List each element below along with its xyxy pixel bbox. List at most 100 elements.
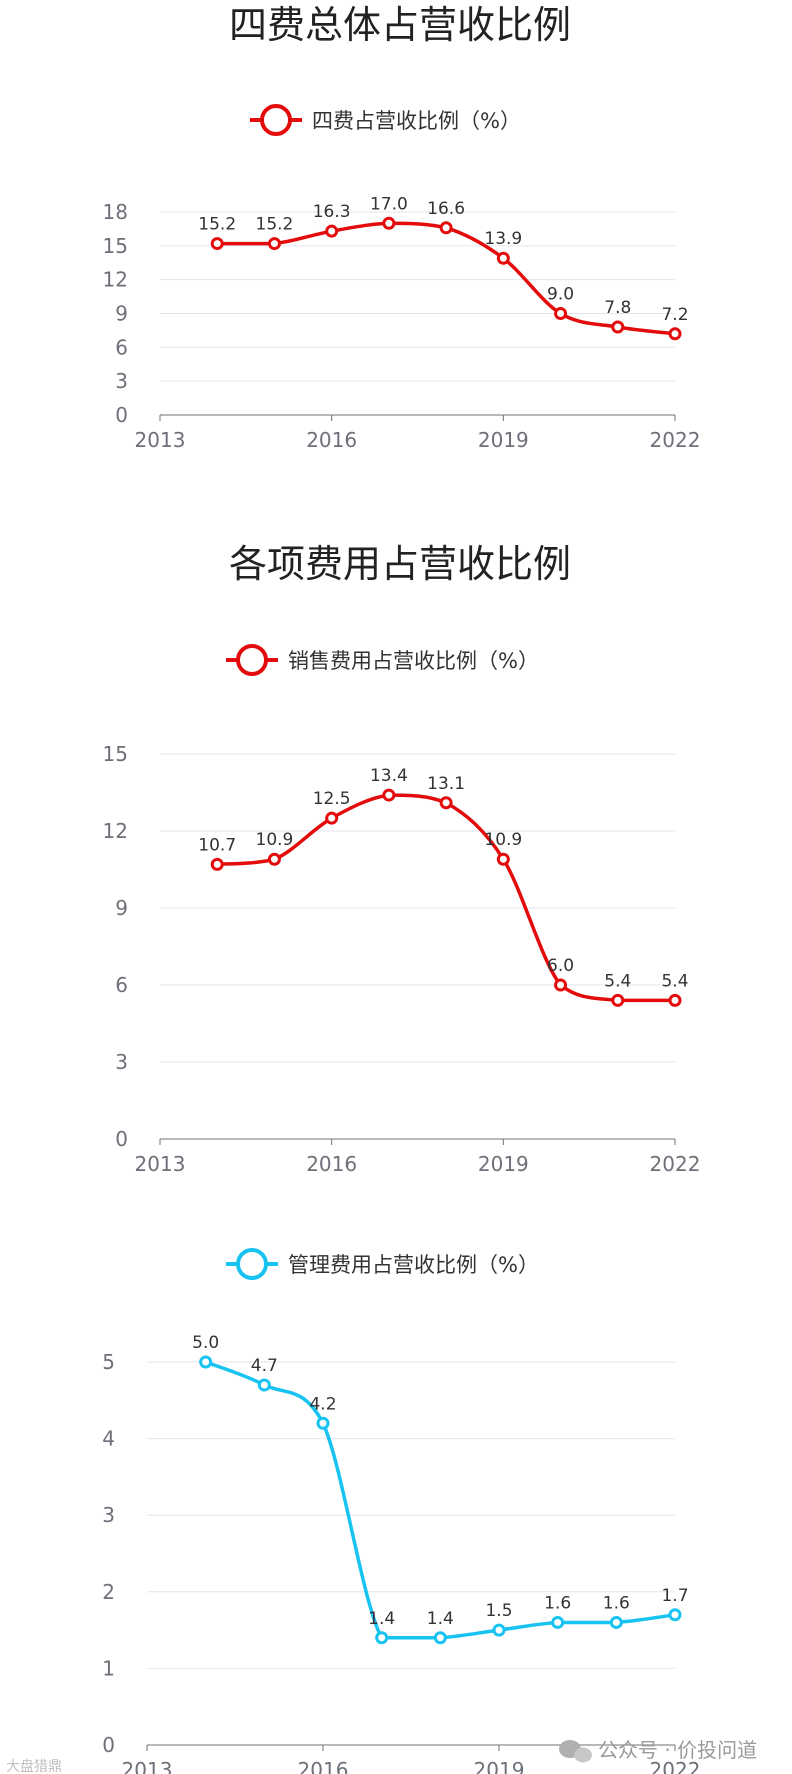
legend-label: 管理费用占营收比例（%） bbox=[288, 1253, 539, 1277]
data-label: 10.9 bbox=[256, 830, 294, 850]
data-label: 5.4 bbox=[604, 971, 631, 991]
y-tick-label: 5 bbox=[102, 1350, 115, 1374]
data-label: 1.6 bbox=[603, 1593, 630, 1613]
data-label: 15.2 bbox=[256, 215, 294, 235]
data-label: 10.7 bbox=[198, 835, 236, 855]
x-tick-label: 2016 bbox=[306, 428, 357, 452]
y-tick-label: 0 bbox=[115, 1127, 128, 1151]
y-tick-label: 3 bbox=[115, 369, 128, 393]
x-tick-label: 2013 bbox=[122, 1758, 173, 1774]
y-tick-label: 1 bbox=[102, 1656, 115, 1680]
x-tick-label: 2022 bbox=[650, 1758, 701, 1774]
y-tick-label: 12 bbox=[103, 268, 128, 292]
data-label: 13.9 bbox=[484, 229, 522, 249]
data-label: 6.0 bbox=[547, 956, 574, 976]
chart-four-fees: 四费总体占营收比例 四费占营收比例（%） 0 3 6 9 12 15 18 2013 2016 2… bbox=[103, 3, 701, 452]
data-point[interactable] bbox=[199, 1355, 213, 1369]
y-tick-label: 6 bbox=[115, 973, 128, 997]
y-tick-label: 2 bbox=[102, 1580, 115, 1604]
data-point[interactable] bbox=[609, 1615, 623, 1629]
data-label: 4.7 bbox=[251, 1356, 278, 1376]
x-tick-label: 2016 bbox=[298, 1758, 349, 1774]
data-label: 7.2 bbox=[661, 305, 688, 325]
data-point[interactable] bbox=[668, 993, 682, 1007]
x-tick-label: 2013 bbox=[135, 428, 186, 452]
y-tick-label: 0 bbox=[102, 1733, 115, 1757]
data-point[interactable] bbox=[492, 1623, 506, 1637]
data-point[interactable] bbox=[439, 796, 453, 810]
wechat-icon bbox=[559, 1740, 592, 1763]
data-point[interactable] bbox=[554, 978, 568, 992]
x-tick-label: 2019 bbox=[478, 1152, 529, 1176]
chart-sales-fee: 各项费用占营收比例 销售费用占营收比例（%） 0 3 6 9 12 15 2013 2016 2… bbox=[103, 542, 701, 1176]
data-point[interactable] bbox=[668, 327, 682, 341]
legend[interactable]: 管理费用占营收比例（%） bbox=[226, 1248, 539, 1280]
y-tick-label: 9 bbox=[115, 896, 128, 920]
data-label: 1.7 bbox=[661, 1586, 688, 1606]
x-tick-label: 2016 bbox=[306, 1152, 357, 1176]
y-tick-label: 0 bbox=[115, 403, 128, 427]
series-line bbox=[205, 1360, 676, 1640]
data-point[interactable] bbox=[382, 788, 396, 802]
data-label: 5.0 bbox=[192, 1333, 219, 1353]
data-label: 13.4 bbox=[370, 766, 408, 786]
data-point[interactable] bbox=[375, 1631, 389, 1645]
data-point[interactable] bbox=[210, 857, 224, 871]
data-point[interactable] bbox=[439, 221, 453, 235]
data-point[interactable] bbox=[267, 852, 281, 866]
data-label: 16.6 bbox=[427, 199, 465, 219]
data-label: 1.4 bbox=[368, 1609, 395, 1629]
chart-title: 各项费用占营收比例 bbox=[229, 542, 571, 586]
data-label: 10.9 bbox=[484, 830, 522, 850]
data-point[interactable] bbox=[496, 852, 510, 866]
data-point[interactable] bbox=[382, 216, 396, 230]
data-point[interactable] bbox=[325, 811, 339, 825]
x-tick-label: 2022 bbox=[650, 1152, 701, 1176]
y-tick-label: 15 bbox=[103, 742, 128, 766]
x-tick-label: 2022 bbox=[650, 428, 701, 452]
legend-marker-icon bbox=[236, 644, 268, 676]
data-point[interactable] bbox=[611, 993, 625, 1007]
data-label: 1.4 bbox=[427, 1609, 454, 1629]
wechat-account-label: 公众号 · 价投问道 bbox=[598, 1738, 757, 1762]
legend-marker-icon bbox=[260, 104, 292, 136]
wechat-watermark: 公众号 · 价投问道 bbox=[559, 1738, 757, 1763]
legend[interactable]: 销售费用占营收比例（%） bbox=[226, 644, 539, 676]
y-tick-label: 3 bbox=[115, 1050, 128, 1074]
data-point[interactable] bbox=[611, 320, 625, 334]
legend-marker-icon bbox=[236, 1248, 268, 1280]
data-label: 17.0 bbox=[370, 194, 408, 214]
series-line bbox=[217, 793, 675, 1003]
data-label: 1.6 bbox=[544, 1593, 571, 1613]
data-label: 5.4 bbox=[661, 971, 688, 991]
x-tick-label: 2019 bbox=[474, 1758, 525, 1774]
y-tick-label: 12 bbox=[103, 819, 128, 843]
data-point[interactable] bbox=[496, 251, 510, 265]
y-tick-label: 18 bbox=[103, 200, 128, 224]
data-point[interactable] bbox=[210, 237, 224, 251]
legend[interactable]: 四费占营收比例（%） bbox=[250, 104, 521, 136]
x-tick-label: 2019 bbox=[478, 428, 529, 452]
chart-admin-fee: 管理费用占营收比例（%） 0 1 2 3 4 5 2013 2016 2019 2022 5.0 4.… bbox=[102, 1248, 701, 1774]
chart-title: 四费总体占营收比例 bbox=[229, 3, 571, 47]
y-tick-label: 6 bbox=[115, 335, 128, 359]
legend-label: 四费占营收比例（%） bbox=[312, 109, 521, 133]
data-point[interactable] bbox=[668, 1608, 682, 1622]
data-point[interactable] bbox=[267, 237, 281, 251]
data-point[interactable] bbox=[316, 1416, 330, 1430]
data-label: 13.1 bbox=[427, 774, 465, 794]
y-tick-label: 9 bbox=[115, 302, 128, 326]
x-tick-label: 2013 bbox=[135, 1152, 186, 1176]
data-label: 16.3 bbox=[313, 202, 351, 222]
data-point[interactable] bbox=[325, 224, 339, 238]
data-label: 7.8 bbox=[604, 298, 631, 318]
bottom-left-watermark: 大盘猎鼎 bbox=[6, 1758, 62, 1774]
data-point[interactable] bbox=[551, 1615, 565, 1629]
data-point[interactable] bbox=[257, 1378, 271, 1392]
data-point[interactable] bbox=[554, 307, 568, 320]
data-point[interactable] bbox=[433, 1631, 447, 1645]
bottom-left-label: 大盘猎鼎 bbox=[6, 1758, 62, 1774]
data-label: 4.2 bbox=[309, 1394, 336, 1414]
data-label: 9.0 bbox=[547, 285, 574, 305]
